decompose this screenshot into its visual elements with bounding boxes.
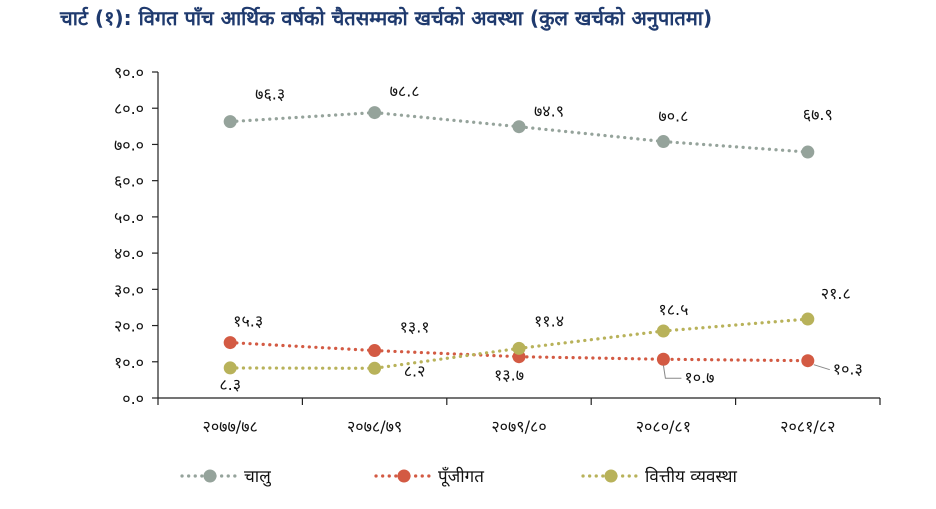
data-point xyxy=(801,312,815,326)
legend-label: वित्तीय व्यवस्था xyxy=(645,466,738,487)
legend-marker xyxy=(604,469,618,483)
data-point xyxy=(223,115,237,129)
data-point xyxy=(801,354,815,368)
data-label: ७६.३ xyxy=(255,85,285,104)
data-label: १३.७ xyxy=(494,365,524,384)
y-tick-label: ०.० xyxy=(122,389,144,408)
y-tick-label: ९०.० xyxy=(114,63,144,82)
data-point xyxy=(656,352,670,366)
y-tick-label: ८०.० xyxy=(114,99,144,118)
series-lines xyxy=(223,106,815,375)
data-point xyxy=(512,120,526,134)
data-labels: ७६.३ ७८.८ ७४.९ ७०.८ ६७.९ १५.३ १३.१ ११.४ १०.७ १०.३… xyxy=(219,82,862,394)
axes: ०.० १०.० २०.० ३०.० ४०.० ५०.० ६०.० ७०.० ८०.० ९०.० २… xyxy=(114,63,881,436)
data-label: १३.१ xyxy=(400,318,430,337)
data-label: १५.३ xyxy=(233,312,263,331)
data-point xyxy=(368,106,382,120)
y-tick-label: १०.० xyxy=(114,353,144,372)
data-point xyxy=(512,341,526,355)
data-label: ११.४ xyxy=(534,312,564,331)
data-point xyxy=(223,361,237,375)
data-point xyxy=(223,336,237,350)
y-tick-label: २०.० xyxy=(114,317,144,336)
data-label: ७४.९ xyxy=(534,102,564,121)
x-tick-label: २०८०/८१ xyxy=(636,417,691,436)
legend-marker xyxy=(203,469,217,483)
data-label: ७८.८ xyxy=(390,82,420,101)
label-leader-line xyxy=(662,365,682,379)
data-label: ७०.८ xyxy=(658,107,688,126)
legend-label: चालु xyxy=(244,467,272,487)
x-tick-label: २०७७/७८ xyxy=(203,417,258,436)
legend-label: पूँजीगत xyxy=(438,466,484,487)
data-point xyxy=(368,344,382,358)
label-leader-line xyxy=(813,364,830,371)
data-point xyxy=(656,324,670,338)
x-tick-label: २०७८/७९ xyxy=(347,417,402,436)
data-label: ८.३ xyxy=(219,375,241,394)
legend-marker xyxy=(397,469,411,483)
x-tick-label: २०८१/८२ xyxy=(780,417,835,436)
y-tick-label: ६०.० xyxy=(114,172,144,191)
chart-title: चार्ट (१): विगत पाँच आर्थिक वर्षको चैतसम… xyxy=(60,6,713,30)
data-label: ८.२ xyxy=(404,361,426,380)
data-label: १०.३ xyxy=(833,360,863,379)
y-tick-label: ५०.० xyxy=(114,208,144,227)
data-point xyxy=(368,361,382,375)
y-tick-label: ४०.० xyxy=(114,244,144,263)
data-label: ६७.९ xyxy=(803,105,833,124)
x-tick-label: २०७९/८० xyxy=(491,417,546,436)
data-label: २१.८ xyxy=(821,284,851,303)
data-label: १८.५ xyxy=(658,300,688,319)
y-tick-label: ७०.० xyxy=(114,135,144,154)
data-point xyxy=(656,135,670,149)
legend: चालु पूँजीगत वित्तीय व्यवस्था xyxy=(180,466,738,487)
data-label: १०.७ xyxy=(684,368,714,387)
data-point xyxy=(801,145,815,159)
y-tick-label: ३०.० xyxy=(114,280,144,299)
